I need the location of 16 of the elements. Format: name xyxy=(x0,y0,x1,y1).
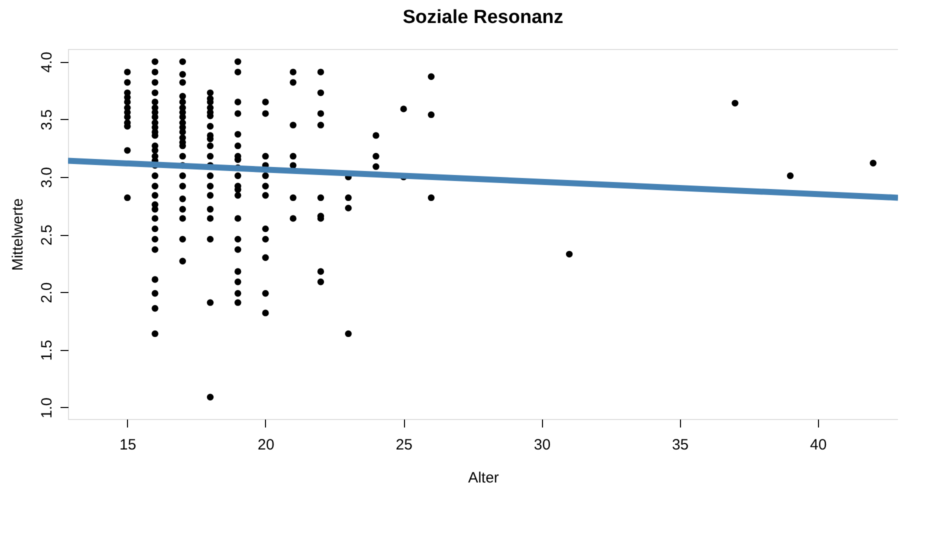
x-tick-label: 40 xyxy=(810,436,827,454)
chart-title: Soziale Resonanz xyxy=(402,7,564,28)
y-axis-title: Mittelwerte xyxy=(10,198,26,271)
x-axis-title: Alter xyxy=(468,470,499,486)
x-tick-label: 35 xyxy=(672,436,689,454)
y-tick-label: 2.5 xyxy=(38,224,56,246)
y-tick-label: 2.0 xyxy=(38,282,56,304)
y-tick-label: 4.0 xyxy=(38,52,56,73)
x-tick-label: 25 xyxy=(396,436,412,454)
y-tick-label: 1.0 xyxy=(38,398,56,418)
x-tick-label: 30 xyxy=(534,436,551,454)
y-tick-label: 3.5 xyxy=(38,109,56,130)
x-tick-label: 15 xyxy=(120,436,136,454)
y-tick-label: 1.5 xyxy=(38,340,56,361)
x-tick-label: 20 xyxy=(258,436,274,454)
y-tick-label: 3.0 xyxy=(38,167,56,188)
